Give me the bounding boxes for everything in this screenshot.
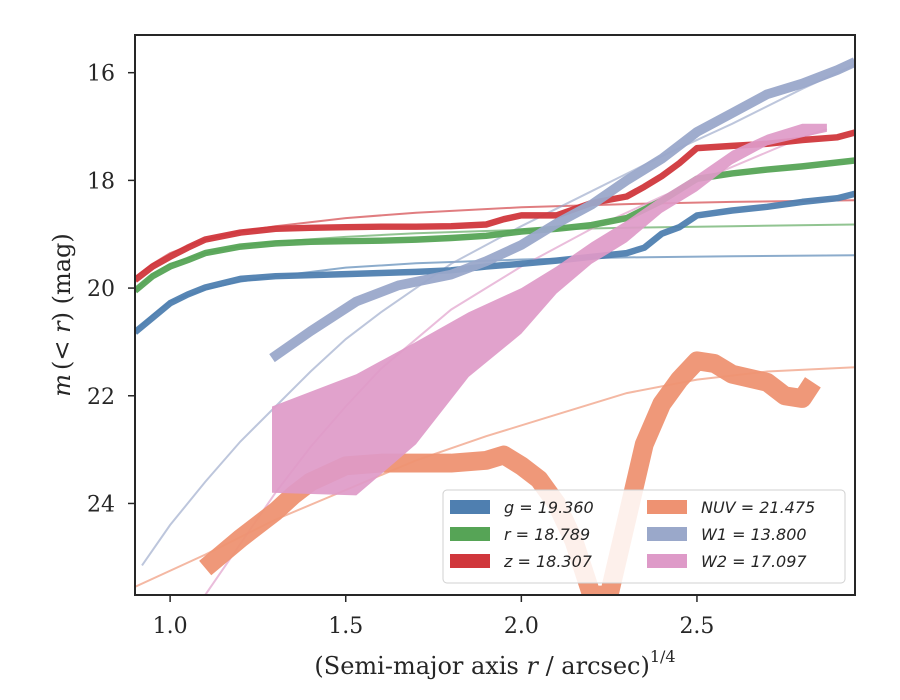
x-tick-label: 2.0 xyxy=(504,614,539,639)
legend-swatch xyxy=(450,554,490,568)
x-axis-ticks: 1.0 1.5 2.0 2.5 xyxy=(153,595,714,639)
legend-label: NUV = 21.475 xyxy=(701,498,815,517)
legend-label: r = 18.789 xyxy=(504,525,590,544)
y-tick-label: 20 xyxy=(87,277,115,302)
data-band-g xyxy=(135,190,855,335)
legend-swatch xyxy=(450,500,490,514)
x-tick-label: 1.5 xyxy=(328,614,363,639)
x-axis-title: (Semi-major axis r / arcsec)1/4 xyxy=(314,647,675,680)
data-band-z xyxy=(135,129,855,283)
legend-swatch xyxy=(450,527,490,541)
x-tick-label: 1.0 xyxy=(153,614,188,639)
data-band-w2 xyxy=(272,123,827,496)
y-tick-label: 18 xyxy=(87,169,115,194)
plot-frame xyxy=(134,34,856,596)
data-band-w1 xyxy=(269,57,855,363)
legend: g = 19.360 r = 18.789 z = 18.307 NUV = 21.4… xyxy=(442,489,846,584)
y-tick-label: 22 xyxy=(87,385,115,410)
legend-swatch xyxy=(647,527,687,541)
legend-label: g = 19.360 xyxy=(504,498,594,517)
legend-label: W1 = 13.800 xyxy=(701,525,807,544)
data-series-layer xyxy=(135,57,855,595)
legend-label: z = 18.307 xyxy=(503,552,593,571)
y-axis-title: m(< r) (mag) xyxy=(48,233,76,397)
legend-label: W2 = 17.097 xyxy=(701,552,807,571)
x-tick-label: 2.5 xyxy=(679,614,714,639)
y-tick-label: 24 xyxy=(87,492,115,517)
y-axis-ticks: 16 18 20 22 24 xyxy=(87,62,135,517)
legend-box xyxy=(442,489,846,584)
legend-swatch xyxy=(647,500,687,514)
y-tick-label: 16 xyxy=(87,62,115,87)
model-curve-w1 xyxy=(141,63,855,566)
legend-swatch xyxy=(647,554,687,568)
